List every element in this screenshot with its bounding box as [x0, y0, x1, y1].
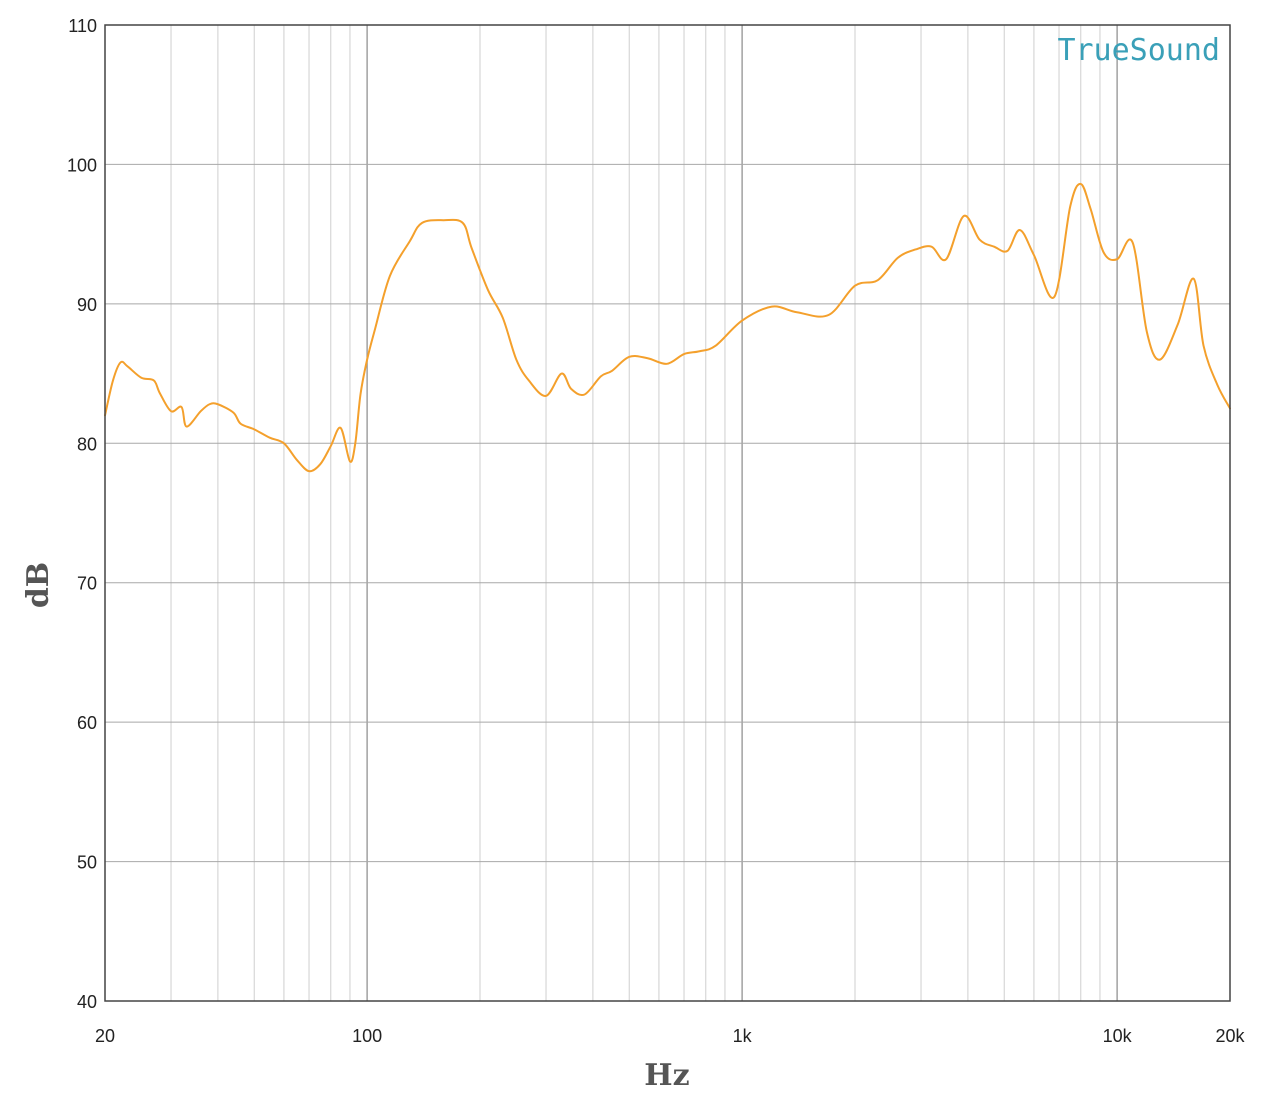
y-tick-label: 60	[77, 713, 97, 733]
y-tick-label: 110	[68, 16, 97, 36]
series-layer	[104, 182, 1231, 473]
x-tick-label: 100	[352, 1026, 382, 1046]
y-tick-label: 90	[77, 295, 97, 315]
frequency-response-line	[104, 182, 1231, 473]
plot-background	[105, 25, 1230, 1001]
major-gridlines	[105, 25, 1230, 1001]
y-axis-title: dB	[21, 562, 56, 608]
y-tick-labels: 110 100 90 80 70 60 50 40	[67, 16, 97, 1012]
plot-frame	[104, 24, 1231, 1002]
x-axis-title: Hz	[644, 1058, 689, 1093]
x-tick-label: 1k	[733, 1026, 753, 1046]
x-tick-label: 20	[95, 1026, 115, 1046]
y-tick-label: 100	[67, 155, 97, 175]
brand-label: TrueSound	[1057, 33, 1220, 68]
minor-gridlines	[170, 25, 1101, 1001]
x-tick-labels: 20 100 1k 10k 20k	[95, 1026, 1246, 1046]
y-tick-label: 80	[77, 434, 97, 454]
x-tick-label: 20k	[1215, 1026, 1245, 1046]
x-tick-label: 10k	[1103, 1026, 1133, 1046]
y-tick-label: 70	[77, 574, 97, 594]
y-tick-label: 50	[77, 853, 97, 873]
y-tick-label: 40	[77, 992, 97, 1012]
